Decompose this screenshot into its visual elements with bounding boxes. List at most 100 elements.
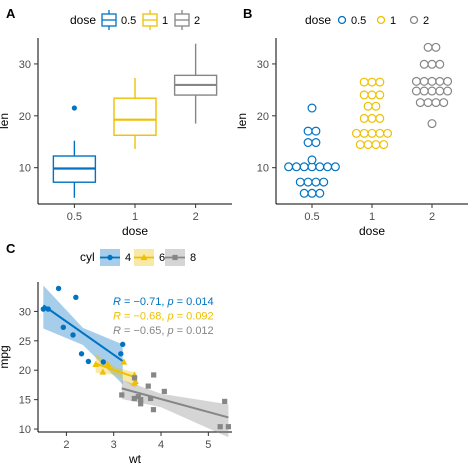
dot-point: [375, 113, 385, 123]
legend-entry-label: 1: [162, 15, 168, 27]
annotation-p-value: 0.092: [186, 311, 214, 323]
scatter-point: [118, 351, 124, 357]
dot-point: [359, 128, 369, 138]
dot-point: [311, 126, 321, 136]
scatter-point: [225, 424, 232, 430]
scatter-point: [99, 368, 107, 375]
x-axis-label: wt: [128, 452, 142, 466]
annotation-sep: ,: [161, 296, 167, 308]
dot-point: [367, 90, 377, 100]
x-axis-label: dose: [122, 224, 148, 238]
dot-point: [419, 59, 429, 69]
dot-point: [330, 162, 340, 172]
y-axis-label: len: [235, 113, 249, 129]
box-outlier-point: [71, 105, 77, 111]
dot-point: [435, 76, 445, 86]
x-tick-label: 0.5: [304, 211, 319, 223]
legend-title: cyl: [80, 250, 95, 264]
x-tick-label: 5: [205, 439, 211, 451]
dot-point: [383, 128, 393, 138]
regression-line-cyl-4: [42, 304, 124, 362]
scatter-point: [55, 285, 62, 292]
y-tick-label: 20: [19, 111, 31, 123]
y-tick-label: 20: [19, 365, 31, 377]
annotation-r-symbol: R: [113, 311, 121, 323]
dot-point: [427, 59, 437, 69]
scatter-point: [104, 360, 112, 367]
dot-point: [299, 188, 309, 198]
legend-entry-label: 2: [423, 15, 429, 27]
scatter-point: [138, 401, 144, 407]
scatter-point: [78, 351, 85, 357]
panel-label-b: B: [243, 6, 252, 21]
dot-point: [359, 77, 369, 87]
annotation-p-symbol: p: [166, 325, 173, 337]
scatter-point: [150, 407, 157, 413]
y-tick-label: 30: [19, 59, 31, 71]
dot-point: [367, 128, 377, 138]
dot-point: [411, 76, 421, 86]
dot-point: [419, 76, 429, 86]
legend-title: dose: [70, 13, 96, 27]
y-axis-label: len: [0, 113, 11, 129]
scatter-point: [119, 392, 125, 398]
y-tick-label: 10: [257, 163, 269, 175]
legend-entry-label: 6: [159, 252, 165, 264]
legend-entry-label: 1: [390, 15, 396, 27]
scatter-point: [60, 324, 67, 330]
dot-point: [359, 113, 369, 123]
dot-point: [315, 162, 325, 172]
legend-key-dot: [337, 15, 347, 25]
scatter-point: [138, 397, 144, 403]
correlation-annotation-cyl-6: R = −0.68, p = 0.092: [113, 311, 214, 323]
legend-title: dose: [305, 13, 331, 27]
y-tick-label: 10: [19, 163, 31, 175]
panel-a-boxplot: 10 20 30 0.5 1 2 dose len dose 0.5 1 2: [0, 10, 232, 238]
annotation-sep: ,: [161, 325, 167, 337]
legend-entry-label: 2: [194, 15, 200, 27]
dot-group-2: [411, 42, 453, 129]
confidence-band-cyl-8: [121, 379, 229, 438]
annotation-eq: =: [121, 311, 134, 323]
box-1: [113, 77, 157, 150]
panel-b-dotplot: 10 20 30 0.5 1 2 dose len dose 0.5 1 2: [235, 13, 468, 238]
scatter-point: [70, 332, 76, 338]
scatter-point: [151, 372, 157, 378]
legend-key-dot: [409, 15, 419, 25]
x-tick-label: 2: [63, 439, 69, 451]
dot-point: [303, 126, 313, 136]
dot-group-1: [351, 77, 393, 150]
dot-point: [443, 86, 453, 96]
dot-group-0.5: [284, 103, 340, 198]
annotation-r-symbol: R: [113, 296, 121, 308]
x-tick-label: 4: [158, 439, 164, 451]
dot-point: [427, 86, 437, 96]
annotation-eq: =: [121, 296, 134, 308]
dot-point: [411, 86, 421, 96]
dot-point: [371, 101, 381, 111]
dot-point: [431, 98, 441, 108]
scatter-point: [120, 358, 128, 365]
annotation-r-value: −0.68: [134, 311, 162, 323]
legend-entry-label: 4: [125, 252, 131, 264]
dot-point: [363, 140, 373, 150]
dot-point: [423, 98, 433, 108]
box-body: [113, 97, 157, 136]
annotation-p-value: 0.014: [186, 296, 214, 308]
panel-c-scatter: 10 15 20 25 30 2 3 4 5 wt mpg cyl 4 6 8 R = −0.71, p = …: [0, 249, 232, 466]
annotation-sep: ,: [161, 311, 167, 323]
dot-point: [435, 86, 445, 96]
dot-point: [319, 177, 329, 187]
dot-point: [427, 119, 437, 129]
dot-point: [307, 103, 317, 113]
x-tick-label: 2: [429, 211, 435, 223]
dot-point: [419, 86, 429, 96]
scatter-point: [131, 379, 138, 386]
dot-point: [315, 188, 325, 198]
dot-point: [323, 162, 333, 172]
annotation-p-symbol: p: [166, 296, 173, 308]
legend-key-marker: [140, 253, 148, 261]
dot-point: [311, 177, 321, 187]
legend: dose 0.5 1 2: [70, 10, 200, 30]
